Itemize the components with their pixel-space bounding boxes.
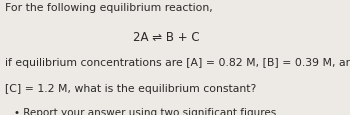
Text: [C] = 1.2 M, what is the equilibrium constant?: [C] = 1.2 M, what is the equilibrium con… [5, 83, 257, 93]
Text: For the following equilibrium reaction,: For the following equilibrium reaction, [5, 3, 213, 13]
Text: • Report your answer using two significant figures.: • Report your answer using two significa… [14, 107, 280, 115]
Text: 2A ⇌ B + C: 2A ⇌ B + C [133, 31, 200, 44]
Text: if equilibrium concentrations are [A] = 0.82 M, [B] = 0.39 M, and: if equilibrium concentrations are [A] = … [5, 58, 350, 67]
